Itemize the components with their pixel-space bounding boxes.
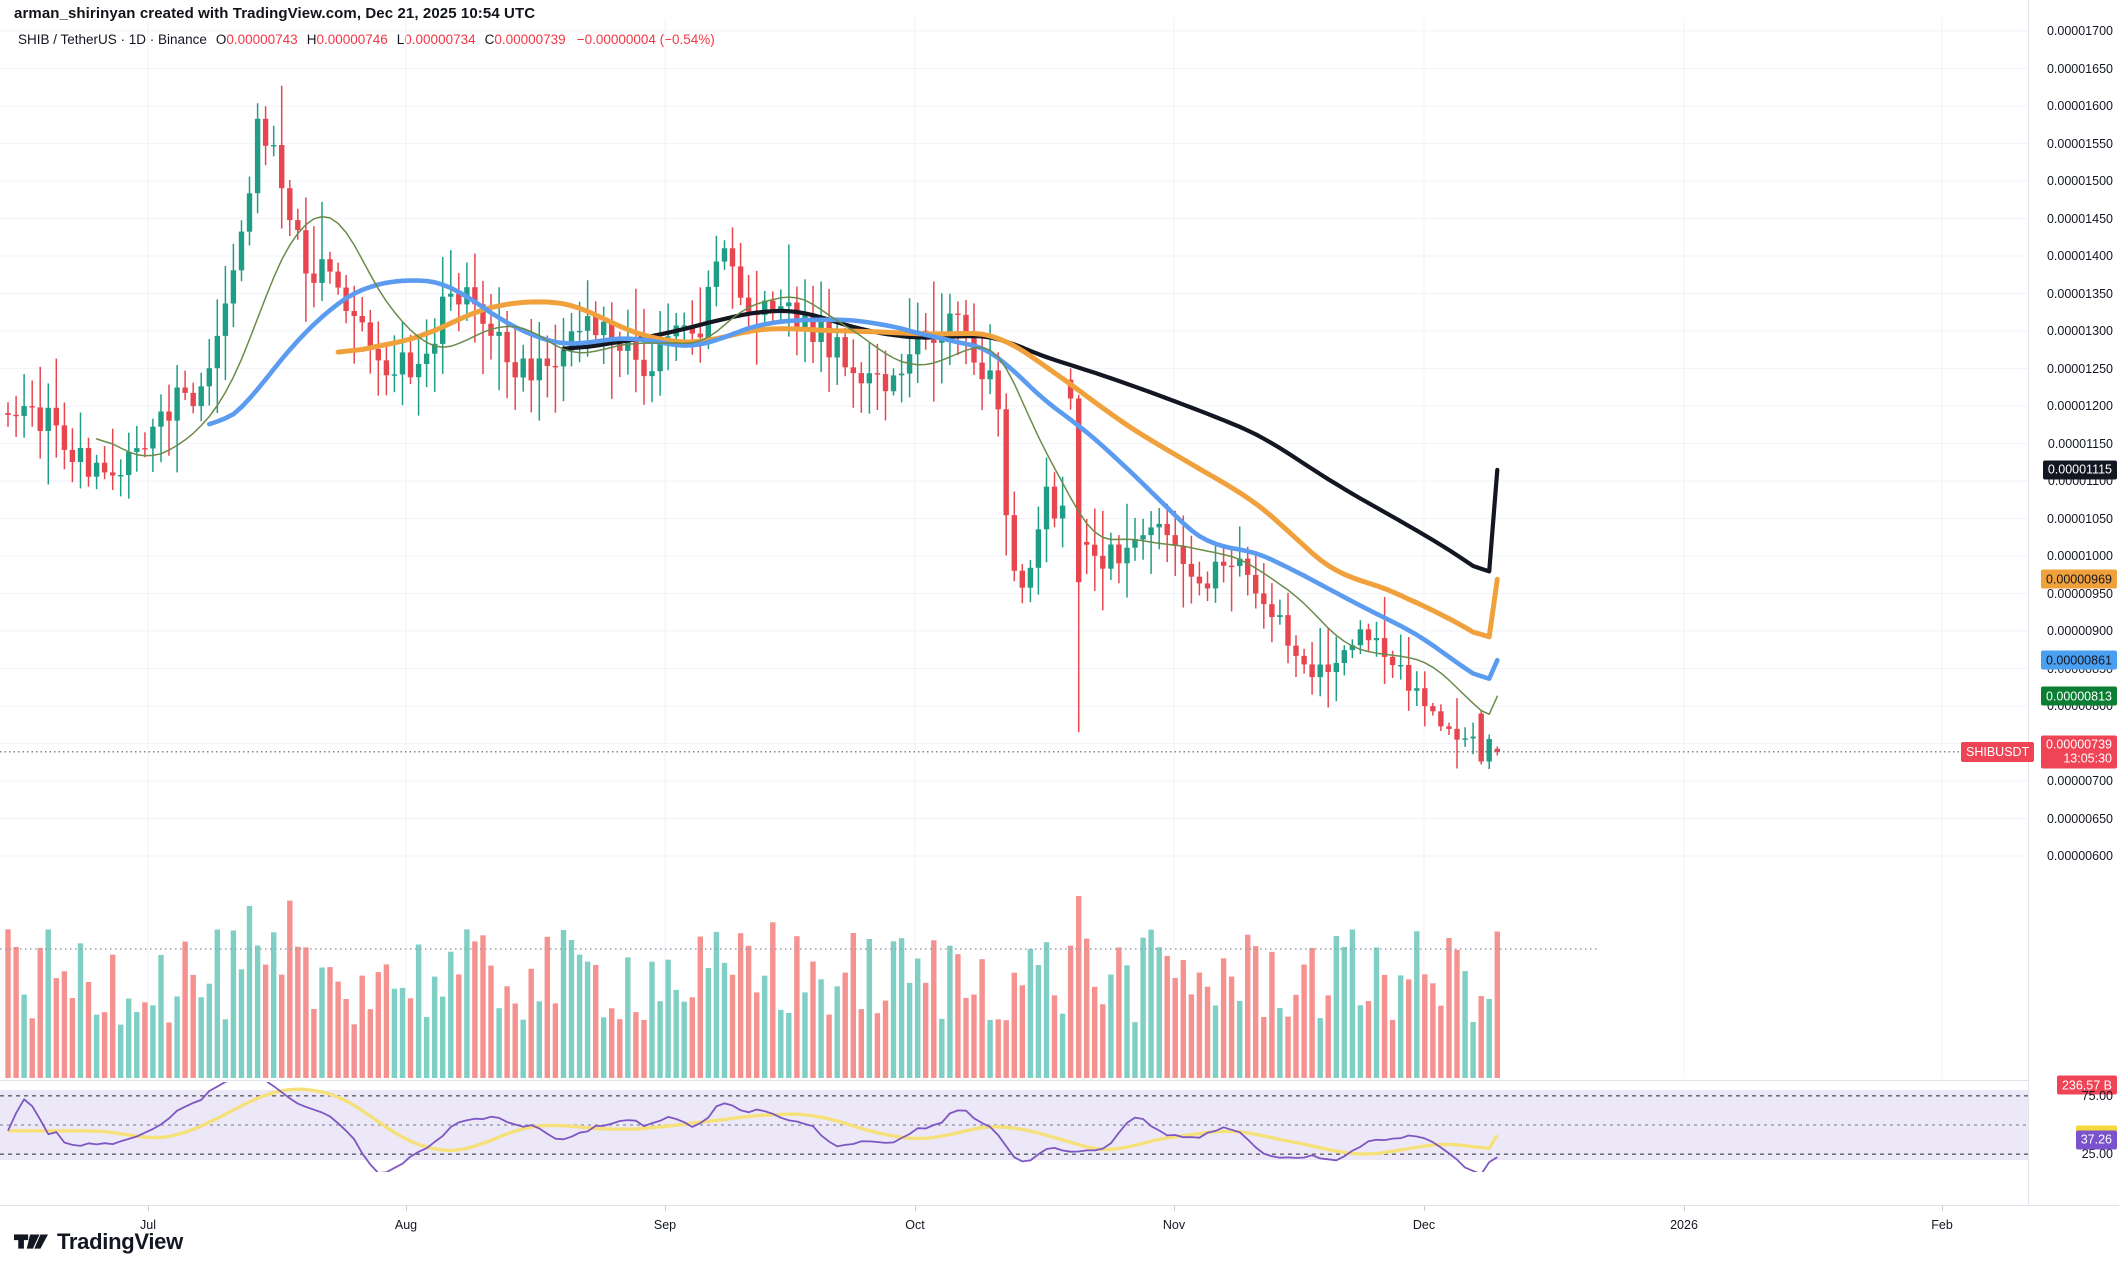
attribution-text: arman_shirinyan created with TradingView… [14,5,536,22]
price-tick-label: 0.00001150 [2047,436,2113,451]
time-scale[interactable]: Jul Aug Sep Oct Nov Dec 2026 Feb [0,1205,2119,1243]
price-tick-label: 0.00001250 [2046,361,2113,376]
price-tick-label: 0.00001050 [2046,511,2113,526]
ohlc-high-value: 0.00000746 [316,32,388,47]
rsi-value-badge[interactable]: 37.26 [2075,1130,2117,1150]
time-tick [1174,1206,1175,1211]
price-tick-label: 0.00000600 [2046,848,2113,863]
price-tick-label: 0.00001400 [2046,248,2113,263]
price-tick-label: 0.00001550 [2046,136,2113,151]
price-tick-label: 0.00000700 [2046,773,2113,788]
time-tick-label: 2026 [1670,1218,1698,1232]
time-tick-label: Feb [1931,1218,1953,1232]
symbol-price-tag: SHIBUSDT [1961,741,2035,762]
time-tick [406,1206,407,1211]
time-tick [1942,1206,1943,1211]
ohlc-low-value: 0.00000734 [404,32,476,47]
price-tick-label: 0.00001000 [2046,548,2113,563]
rsi-pane[interactable] [0,1082,2028,1172]
symbol-legend: SHIB / TetherUS · 1D · Binance O0.000007… [18,32,715,47]
ohlc-low: L0.00000734 [397,32,476,47]
price-scale[interactable]: 0.00001700 0.00001650 0.00001600 0.00001550… [1961,0,2119,1205]
rsi-upper-band-label: 75.00 [2081,1088,2113,1103]
price-tick-label: 0.00001200 [2046,398,2113,413]
time-tick [915,1206,916,1211]
tradingview-wordmark: TradingView [57,1229,183,1254]
time-tick [1424,1206,1425,1211]
price-chart-pane[interactable] [0,18,2028,1078]
pane-separator [0,1080,2028,1081]
bar-countdown: 13:05:30 [2063,751,2112,766]
moving-average-lines [95,215,1500,716]
price-tick-label: 0.00001450 [2046,211,2113,226]
tradingview-mark-icon [14,1234,48,1249]
volume-bars [5,896,1500,1078]
ohlc-high-label: H [306,32,317,47]
rsi-ma-line [8,1087,1499,1156]
time-tick-label: Dec [1412,1218,1436,1232]
time-tick-label: Aug [394,1218,418,1232]
price-tick-label: 0.00000950 [2046,586,2113,601]
rsi-lower-band-label: 25.00 [2081,1146,2113,1161]
time-tick-label: Sep [653,1218,677,1232]
price-tick-label: 0.00000650 [2046,811,2113,826]
time-tick-label: Nov [1162,1218,1186,1232]
rsi-lines [0,1082,2028,1172]
last-price-badge[interactable]: 0.00000739 13:05:30 [2040,735,2117,769]
ma-blue-badge[interactable]: 0.00000861 [2040,650,2117,670]
ma-orange-badge[interactable]: 0.00000969 [2040,569,2117,589]
last-price-value: 0.00000739 [2045,737,2112,752]
price-tick-label: 0.00001600 [2046,98,2113,113]
ohlc-open-value: 0.00000743 [226,32,298,47]
ohlc-open-label: O [215,32,227,47]
price-tick-label: 0.00001650 [2046,61,2113,76]
ohlc-close: C0.00000739 [485,32,566,47]
price-tick-label: 0.00001350 [2046,286,2113,301]
ma-olive-badge[interactable]: 0.00000813 [2040,686,2117,706]
ohlc-low-label: L [396,32,405,47]
ohlc-open: O0.00000743 [216,32,298,47]
ohlc-close-value: 0.00000739 [494,32,566,47]
price-tick-label: 0.00001700 [2046,23,2113,38]
volume-value-badge[interactable]: 236.57 B [2056,1075,2117,1095]
rsi-line [7,1082,1498,1172]
ohlc-close-label: C [484,32,495,47]
candlesticks [5,85,1500,769]
ma-short-blue [207,278,1500,681]
ma-black-badge[interactable]: 0.00001115 [2042,460,2117,480]
ohlc-high: H0.00000746 [307,32,388,47]
time-tick [148,1206,149,1211]
price-tick-label: 0.00000900 [2046,623,2113,638]
symbol-title[interactable]: SHIB / TetherUS · 1D · Binance [18,32,207,47]
price-tick-label: 0.00001500 [2046,173,2113,188]
ma-fast-olive [95,215,1499,716]
price-change: −0.00000004 (−0.54%) [576,32,715,47]
ma-long-black [561,308,1500,574]
time-tick-label: Jul [140,1218,156,1232]
time-tick [665,1206,666,1211]
grid-lines [0,18,2028,1078]
time-tick [1684,1206,1685,1211]
price-tick-label: 0.00001300 [2046,323,2113,338]
time-tick-label: Oct [905,1218,925,1232]
tradingview-logo: TradingView [14,1229,183,1255]
